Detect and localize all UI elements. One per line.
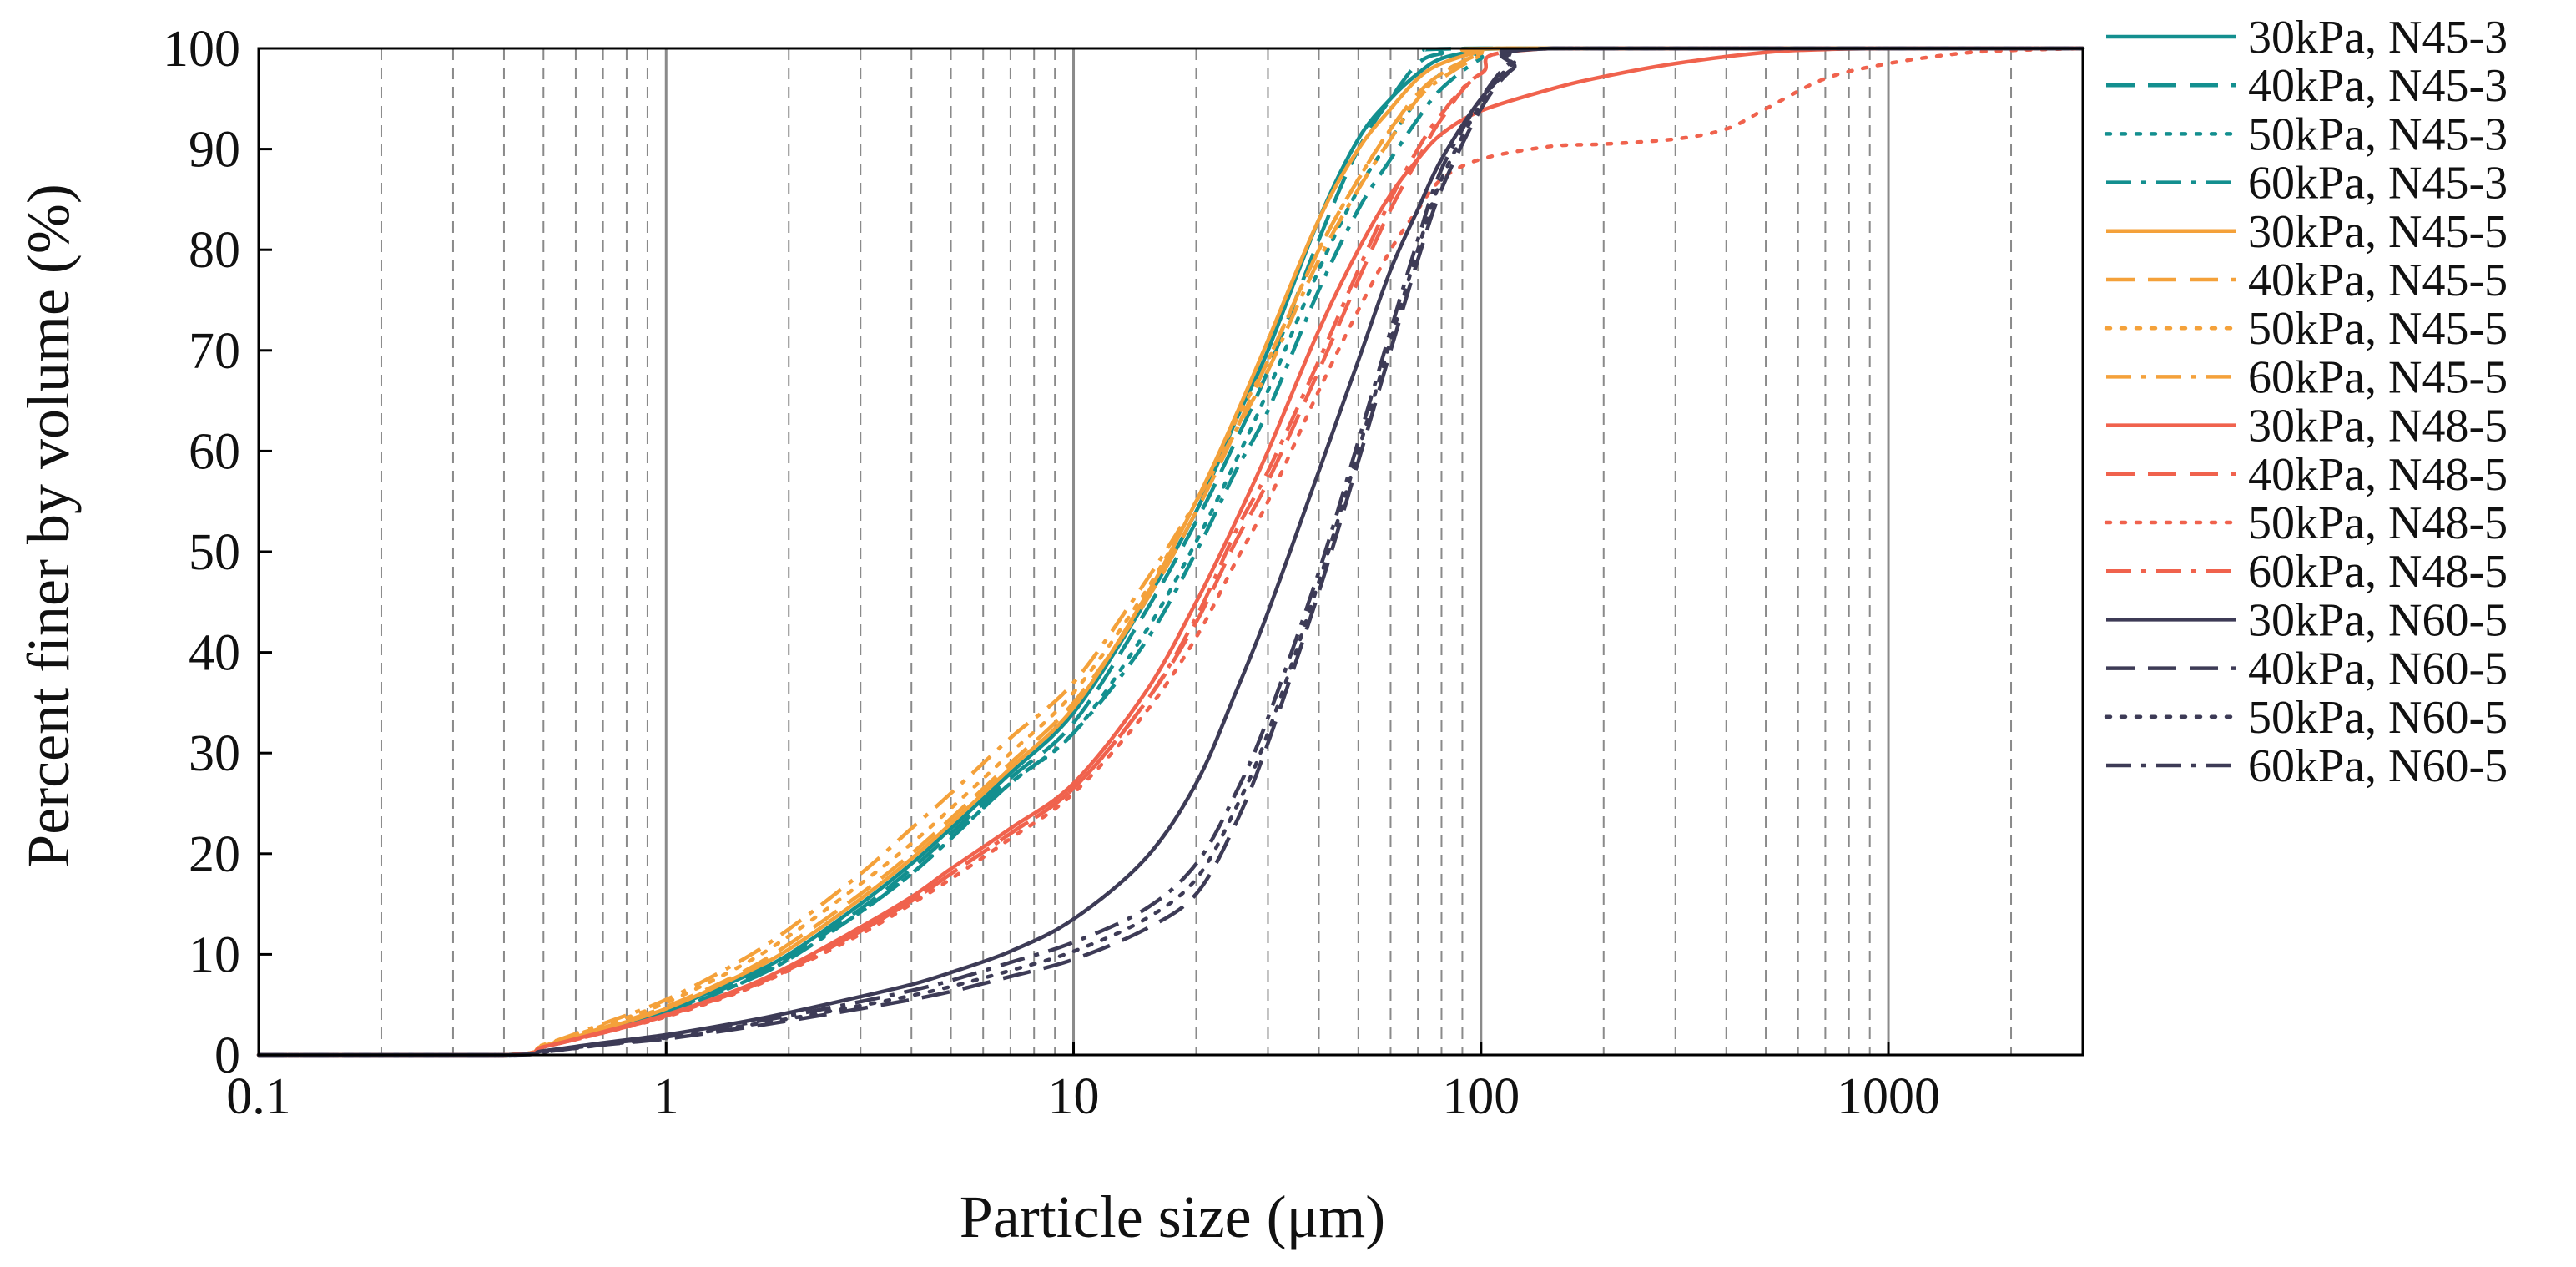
x-tick-label: 1000 [1837,1068,1940,1125]
y-tick-label: 20 [189,826,240,883]
y-tick-label: 30 [189,725,240,782]
legend-label-8: 30kPa, N48-5 [2248,401,2508,452]
x-tick-label: 10 [1048,1068,1100,1125]
y-tick-label: 0 [214,1027,240,1084]
y-tick-label: 40 [189,625,240,682]
legend-label-9: 40kPa, N48-5 [2248,449,2508,501]
axis-layer: 0.1 1 10 100 1000 0 10 20 30 40 50 60 70 80 90 100 [163,21,1940,1125]
x-axis-title: Particle size (μm) [960,1184,1385,1250]
legend-label-7: 60kPa, N45-5 [2248,351,2508,403]
legend-label-13: 40kPa, N60-5 [2248,644,2508,695]
legend-label-14: 50kPa, N60-5 [2248,692,2508,744]
series-line-7 [258,46,2083,1058]
y-tick-label: 70 [189,323,240,380]
legend-label-4: 30kPa, N45-5 [2248,206,2508,258]
series-line-15 [258,46,2083,1058]
legend-label-0: 30kPa, N45-3 [2248,12,2508,63]
legend-label-5: 40kPa, N45-5 [2248,255,2508,306]
legend-label-3: 60kPa, N45-3 [2248,158,2508,209]
legend-label-10: 50kPa, N48-5 [2248,497,2508,549]
y-tick-label: 100 [163,21,240,78]
legend-label-2: 50kPa, N45-3 [2248,109,2508,160]
series-line-14 [256,46,2085,1058]
series-line-11 [258,46,2083,1058]
legend-label-1: 40kPa, N45-3 [2248,60,2508,112]
y-axis-title: Percent finer by volume (%) [15,184,82,868]
grid-layer [380,48,2013,1055]
series-line-13 [258,46,2083,1058]
y-tick-label: 90 [189,122,240,179]
x-tick-label: 0.1 [226,1068,291,1125]
x-tick-label: 100 [1442,1068,1520,1125]
legend-label-6: 50kPa, N45-5 [2248,303,2508,355]
legend-label-15: 60kPa, N60-5 [2248,740,2508,792]
legend-label-12: 30kPa, N60-5 [2248,594,2508,646]
x-tick-label: 1 [653,1068,679,1125]
y-tick-label: 80 [189,222,240,279]
y-tick-label: 50 [189,524,240,581]
y-tick-label: 10 [189,926,240,983]
y-tick-label: 60 [189,423,240,480]
legend-label-11: 60kPa, N48-5 [2248,546,2508,598]
series-line-6 [256,46,2085,1058]
series-layer [256,46,2085,1058]
